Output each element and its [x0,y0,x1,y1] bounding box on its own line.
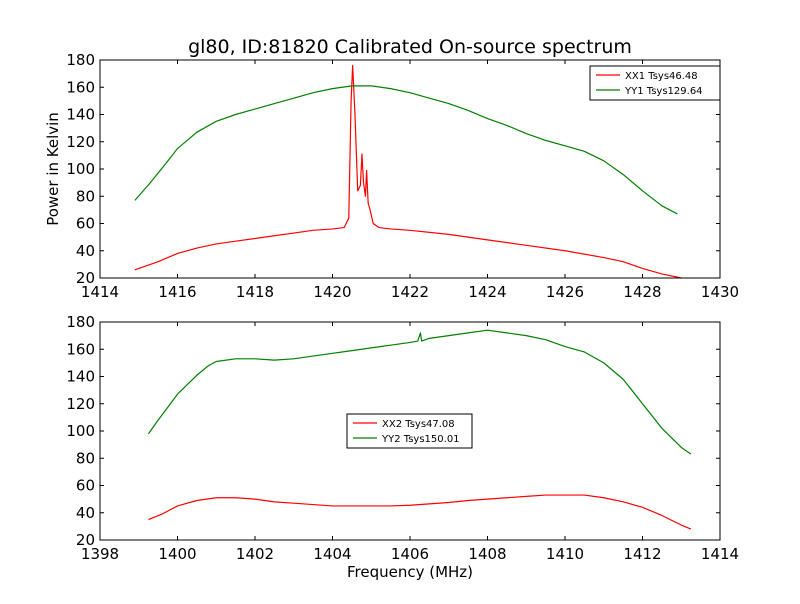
x-tick-label: 1402 [236,545,274,563]
x-tick-label: 1418 [236,283,274,301]
x-tick-label: 1408 [468,545,506,563]
series-line-2-1 [148,494,692,530]
x-tick-label: 1430 [701,283,739,301]
x-tick-label: 1406 [391,545,429,563]
x-tick-label: 1426 [546,283,584,301]
y-tick-label: 60 [76,215,95,233]
legend-1: XX1 Tsys46.48 YY1 Tsys129.64 [589,65,721,101]
legend-box [589,65,721,101]
y-tick-label: 160 [66,78,95,96]
x-tick-label: 1420 [313,283,351,301]
x-tick-label: 1410 [546,545,584,563]
y-tick-label: 60 [76,477,95,495]
y-tick-label: 120 [66,395,95,413]
y-tick-label: 80 [76,187,95,205]
y-tick-label: 100 [66,422,95,440]
x-tick-label: 1414 [701,545,739,563]
legend-label: XX2 Tsys47.08 [382,419,455,430]
y-tick-label: 120 [66,133,95,151]
x-axis-label: Frequency (MHz) [347,563,473,581]
x-tick-label: 1400 [158,545,196,563]
y-tick-label: 160 [66,340,95,358]
y-tick-label: 40 [76,504,95,522]
plot-panel-1: 1414 1416 1418 1420 1422 1424 1426 1428 1430 20 40… [66,51,739,301]
y-tick-label: 40 [76,242,95,260]
legend-box [346,413,473,449]
legend-label: YY1 Tsys129.64 [624,86,703,97]
series-line-1-2 [134,85,678,215]
y-tick-label: 20 [76,531,95,549]
legend-label: XX1 Tsys46.48 [625,71,698,82]
y-tick-label: 100 [66,160,95,178]
x-tick-label: 1428 [623,283,661,301]
x-tick-label: 1416 [158,283,196,301]
y-tick-label: 180 [66,51,95,69]
y-tick-label: 180 [66,313,95,331]
y-tick-label: 80 [76,449,95,467]
series-line-1-1 [134,64,682,278]
plot-panel-2: 1398 1400 1402 1404 1406 1408 1410 1412 1414 20 40… [66,313,739,563]
x-tick-label: 1424 [468,283,506,301]
x-tick-label: 1404 [313,545,351,563]
legend-label: YY2 Tsys150.01 [381,434,460,445]
x-tick-label: 1412 [623,545,661,563]
x-tick-label: 1414 [81,283,119,301]
y-tick-label: 140 [66,106,95,124]
y-tick-label: 140 [66,368,95,386]
chart-title: gl80, ID:81820 Calibrated On-source spec… [188,36,632,58]
y-axis-label: Power in Kelvin [44,112,62,226]
x-tick-label: 1398 [81,545,119,563]
series-line-2-2 [147,329,692,455]
legend-2: XX2 Tsys47.08 YY2 Tsys150.01 [346,413,473,449]
y-tick-label: 20 [76,269,95,287]
x-tick-label: 1422 [391,283,429,301]
